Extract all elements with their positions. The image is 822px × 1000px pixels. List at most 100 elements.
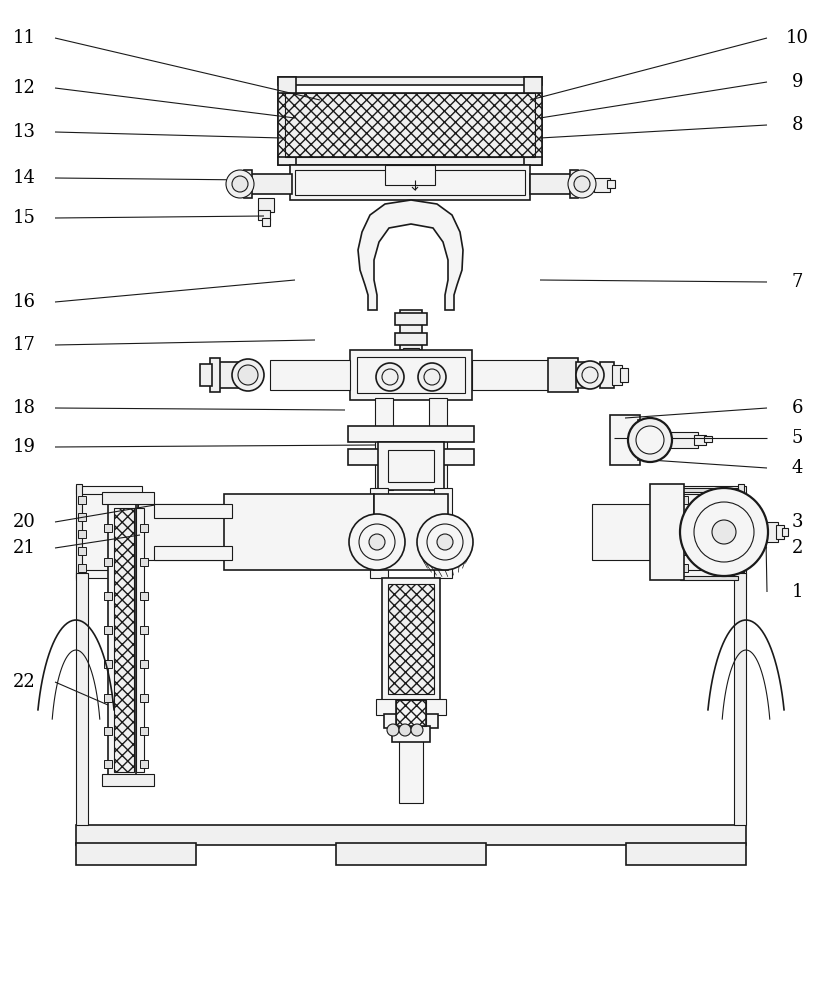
Bar <box>592 504 682 560</box>
Bar <box>336 843 486 865</box>
Bar <box>626 843 746 865</box>
Circle shape <box>226 170 254 198</box>
Bar <box>244 170 252 198</box>
Bar <box>680 488 738 492</box>
Circle shape <box>427 524 463 560</box>
Text: 14: 14 <box>13 169 36 187</box>
Text: 2: 2 <box>792 539 803 557</box>
Bar <box>382 578 440 700</box>
Bar <box>138 504 228 560</box>
Circle shape <box>417 514 473 570</box>
Circle shape <box>238 365 258 385</box>
Bar <box>258 198 274 212</box>
Bar <box>736 513 744 521</box>
Circle shape <box>694 502 754 562</box>
Bar <box>76 570 142 578</box>
Bar <box>396 700 426 726</box>
Bar <box>210 358 220 392</box>
Bar <box>278 77 296 165</box>
Bar <box>108 500 136 780</box>
Bar <box>375 398 393 490</box>
Bar <box>104 592 112 600</box>
Bar <box>104 760 112 768</box>
Bar <box>348 426 474 442</box>
Bar <box>395 333 427 345</box>
Circle shape <box>232 359 264 391</box>
Bar <box>385 165 435 185</box>
Bar <box>76 843 196 865</box>
Text: 21: 21 <box>13 539 36 557</box>
Bar <box>104 660 112 668</box>
Bar <box>388 450 434 482</box>
Bar <box>134 496 142 504</box>
Bar <box>650 484 684 580</box>
Bar <box>285 93 535 157</box>
Bar <box>374 494 448 570</box>
Bar <box>764 522 778 542</box>
Bar <box>104 626 112 634</box>
Bar <box>680 570 746 578</box>
Circle shape <box>568 170 596 198</box>
Bar <box>134 530 142 538</box>
Bar <box>395 313 427 325</box>
Bar <box>694 435 706 445</box>
Bar <box>576 362 590 388</box>
Text: 13: 13 <box>13 123 36 141</box>
Text: 6: 6 <box>792 399 803 417</box>
Bar <box>399 727 423 803</box>
Bar <box>776 525 784 539</box>
Circle shape <box>411 724 423 736</box>
Bar <box>78 513 86 521</box>
Bar <box>140 626 148 634</box>
Text: 22: 22 <box>13 673 36 691</box>
Bar <box>370 488 388 578</box>
Bar <box>258 210 270 220</box>
Bar <box>704 436 712 442</box>
Text: 17: 17 <box>13 336 36 354</box>
Bar <box>290 165 530 200</box>
Text: 10: 10 <box>786 29 809 47</box>
Bar <box>594 178 610 192</box>
Bar <box>140 558 148 566</box>
Bar <box>78 496 86 504</box>
Bar <box>736 530 744 538</box>
Bar <box>610 415 640 465</box>
Bar <box>104 524 112 532</box>
Text: 12: 12 <box>13 79 36 97</box>
Bar <box>224 494 374 570</box>
Circle shape <box>349 514 405 570</box>
Bar <box>357 357 465 393</box>
Bar <box>782 528 788 536</box>
Bar <box>378 442 444 490</box>
Bar <box>607 180 615 188</box>
Bar <box>278 157 542 165</box>
Bar <box>638 420 658 460</box>
Text: 20: 20 <box>13 513 36 531</box>
Bar <box>403 348 419 368</box>
Bar <box>80 492 138 572</box>
Bar <box>114 508 134 772</box>
Text: 7: 7 <box>792 273 803 291</box>
Bar <box>736 564 744 572</box>
Bar <box>472 360 550 390</box>
Bar <box>140 760 148 768</box>
Circle shape <box>369 534 385 550</box>
Bar <box>570 170 578 198</box>
Bar <box>78 530 86 538</box>
Bar <box>200 364 212 386</box>
Bar <box>134 564 142 572</box>
Bar <box>140 694 148 702</box>
Bar <box>78 547 86 555</box>
Circle shape <box>387 724 399 736</box>
Bar <box>76 484 82 580</box>
Bar <box>400 310 422 350</box>
Bar <box>278 77 542 85</box>
Bar <box>140 660 148 668</box>
Text: 15: 15 <box>13 209 36 227</box>
Bar <box>668 432 698 448</box>
Circle shape <box>628 418 672 462</box>
Bar <box>738 484 744 580</box>
Bar <box>392 726 430 742</box>
Circle shape <box>680 488 768 576</box>
Text: 4: 4 <box>792 459 803 477</box>
